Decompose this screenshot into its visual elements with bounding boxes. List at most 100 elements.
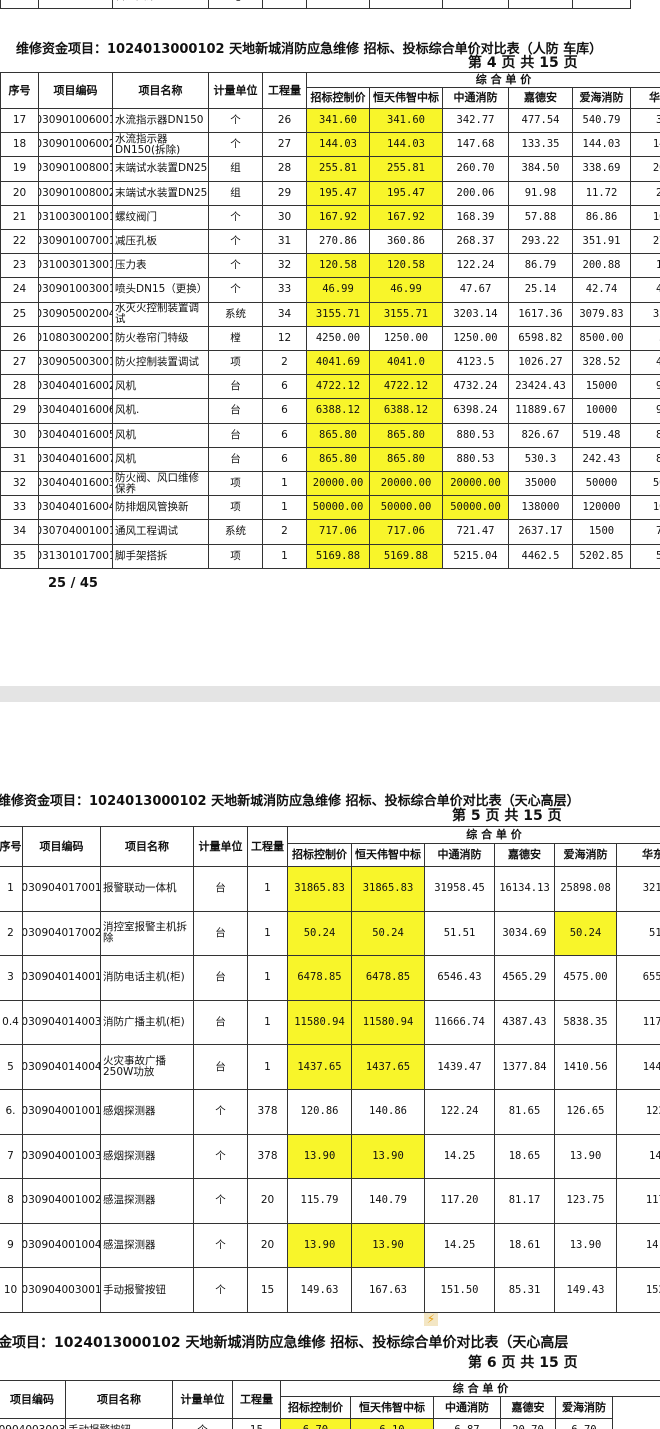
page-gap <box>0 686 660 702</box>
table-cell: 5000 <box>630 471 660 497</box>
table-cell: 6.70 <box>555 1418 613 1429</box>
table-cell: 6. <box>0 1089 23 1135</box>
table-cell: 195.47 <box>306 180 370 206</box>
table-cell: 14.3 <box>616 1222 660 1269</box>
table-cell: 167.92 <box>369 204 443 230</box>
table-cell: 030404016002 <box>38 374 113 400</box>
table-cell: 6388.12 <box>369 398 443 424</box>
table-cell: 717.06 <box>369 519 443 545</box>
table-cell: 9 <box>0 1222 23 1269</box>
table-cell: 1437.65 <box>287 1044 352 1090</box>
table-cell: 1377.84 <box>494 1044 555 1090</box>
table-cell: 031301017001 <box>38 543 113 569</box>
table-cell: 台 <box>208 374 263 400</box>
table-cell: 4722.12 <box>306 374 370 400</box>
table-cell: 4575.00 <box>554 955 617 1001</box>
table-cell: 组 <box>208 180 263 206</box>
table-cell: 20000.00 <box>442 471 509 497</box>
table-cell: 28 <box>262 156 307 182</box>
table-cell: 0904003003 <box>0 1418 66 1429</box>
table-cell: 35000 <box>508 471 573 497</box>
table-cell: 16134.13 <box>494 866 555 912</box>
table-cell: 6 <box>262 422 307 448</box>
header-cell: 爱海消防 <box>572 87 631 109</box>
table-cell: 1410.56 <box>554 1044 617 1090</box>
table-cell: 030901008002 <box>38 180 113 206</box>
table-cell: 4722.12 <box>369 374 443 400</box>
header-cell: 华东（ <box>616 842 660 867</box>
table-cell: 1000 <box>630 495 660 521</box>
table-cell: 47. <box>630 277 660 303</box>
table-cell: 122.24 <box>442 253 509 279</box>
table-cell: 030901006001 <box>38 108 113 134</box>
header-group: 综 合 单 价 <box>287 826 660 844</box>
table-cell: 25898.08 <box>554 866 617 912</box>
table-cell: 消防广播主机(柜) <box>100 999 194 1046</box>
table-cell: 195.47 <box>369 180 443 206</box>
table-cell: 865.80 <box>306 422 370 448</box>
table-cell: 感温探测器 <box>100 1178 194 1224</box>
table-cell: 系统 <box>208 301 263 327</box>
table-cell: 50000.00 <box>442 495 509 521</box>
lightning-icon: ⚡ <box>424 1312 438 1326</box>
table-cell: 446.53 <box>262 0 307 9</box>
table-cell: 138000 <box>508 495 573 521</box>
table-cell: 樘 <box>208 325 263 351</box>
table-cell: 23 <box>0 253 39 279</box>
table-cell: 11580.94 <box>351 999 425 1046</box>
table-cell: 384.50 <box>508 156 573 182</box>
header-cell: 工程量 <box>262 72 307 109</box>
table-cell: 22 <box>0 229 39 255</box>
table-cell: 个 <box>208 204 263 230</box>
table-cell: 1 <box>262 471 307 497</box>
table-cell: 81.65 <box>494 1089 555 1135</box>
table-cell: 11724 <box>616 999 660 1046</box>
table-cell: 29 <box>0 398 39 424</box>
table-cell: 721.47 <box>442 519 509 545</box>
table-cell: 18.61 <box>494 1222 555 1269</box>
table-cell: 51. <box>616 910 660 957</box>
table-cell: 组 <box>208 156 263 182</box>
table-cell: 540.79 <box>572 108 631 134</box>
table-cell: 030904001004 <box>22 1222 101 1269</box>
table-cell: 6.70 <box>280 1418 351 1429</box>
table-cell: 120000 <box>572 495 631 521</box>
table-cell: 末端试水装置DN25 <box>112 180 209 206</box>
table-cell: 527 <box>630 543 660 569</box>
table-cell: 14.25 <box>424 1222 495 1269</box>
header-cell: 序号 <box>0 826 23 867</box>
header-cell: 工程量 <box>232 1380 281 1419</box>
table-cell: 151.50 <box>424 1267 495 1313</box>
table-cell: 030904003001 <box>22 1267 101 1313</box>
table-cell: 13.90 <box>554 1222 617 1269</box>
table-cell: 个 <box>193 1267 248 1313</box>
table-cell: 防火控制装置调试 <box>112 350 209 376</box>
header-cell: 项目名称 <box>112 72 209 109</box>
table-cell: 螺纹阀门 <box>112 204 209 230</box>
table-cell: 17.37 <box>572 0 631 9</box>
table-cell: 120.58 <box>369 253 443 279</box>
table-cell: 1 <box>262 543 307 569</box>
table-cell: 338.69 <box>572 156 631 182</box>
page-number: 第 4 页 共 15 页 <box>468 55 578 71</box>
table-cell: 11889.67 <box>508 398 573 424</box>
table-cell: 50.24 <box>554 910 617 957</box>
table-cell: 890 <box>630 422 660 448</box>
table-cell: 12 <box>0 0 39 9</box>
table-cell: 3034.69 <box>494 910 555 957</box>
table-cell: 消控室报警主机拆除 <box>100 910 194 957</box>
table-cell: 030904014004 <box>22 1044 101 1090</box>
table-cell: 880.53 <box>442 422 509 448</box>
table-cell: 35 <box>0 543 39 569</box>
table-cell: 168. <box>630 204 660 230</box>
table-cell: 030404016007 <box>38 446 113 472</box>
table-cell: 15 <box>247 1267 288 1313</box>
table-cell: 120.86 <box>287 1089 352 1135</box>
table-cell: 风机 <box>112 374 209 400</box>
table-cell: 865.80 <box>306 446 370 472</box>
table-cell: 感温探测器 <box>100 1222 194 1269</box>
table-cell: 20 <box>247 1222 288 1269</box>
table-cell: 242.43 <box>572 446 631 472</box>
table-cell: 15 <box>232 1418 281 1429</box>
table-cell: 通风工程调试 <box>112 519 209 545</box>
